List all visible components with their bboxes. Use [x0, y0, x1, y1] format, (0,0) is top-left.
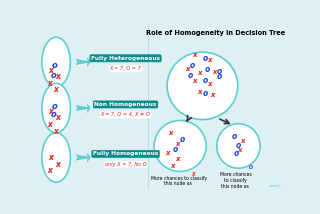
Text: o: o: [188, 71, 193, 80]
Ellipse shape: [217, 124, 260, 168]
Text: o: o: [51, 71, 57, 80]
Text: X = 7, O = 7: X = 7, O = 7: [110, 66, 141, 71]
Text: Fully Homogeneous: Fully Homogeneous: [93, 151, 158, 156]
Text: More chances to classify
this node as: More chances to classify this node as: [151, 176, 207, 186]
Text: x: x: [54, 85, 59, 94]
Text: x: x: [49, 66, 53, 75]
Text: o: o: [233, 149, 238, 158]
Text: x: x: [55, 72, 60, 81]
Text: o: o: [52, 61, 58, 70]
Text: o: o: [52, 102, 58, 111]
Text: X: X: [191, 171, 195, 177]
Text: x: x: [168, 130, 172, 136]
Text: X = 7, O = 4, X ≠ O: X = 7, O = 4, X ≠ O: [101, 113, 150, 117]
Text: x: x: [185, 65, 190, 71]
Text: x: x: [210, 92, 215, 98]
Ellipse shape: [42, 83, 70, 133]
Text: Role of Homogeneity in Decision Tree: Role of Homogeneity in Decision Tree: [147, 30, 286, 36]
Text: x: x: [171, 163, 175, 169]
Text: x: x: [237, 147, 242, 153]
Text: x: x: [208, 57, 212, 63]
Text: only X = 7, No O: only X = 7, No O: [105, 162, 146, 167]
Text: x: x: [212, 69, 217, 75]
Text: o: o: [202, 89, 208, 98]
Text: x: x: [49, 107, 53, 116]
Text: x: x: [175, 156, 180, 162]
Text: o: o: [190, 61, 195, 70]
Text: o: o: [236, 141, 241, 150]
Text: o: o: [202, 76, 208, 85]
Ellipse shape: [167, 52, 238, 120]
Text: x: x: [165, 150, 170, 156]
Text: x: x: [47, 166, 52, 175]
Ellipse shape: [154, 120, 206, 171]
Text: x: x: [193, 78, 197, 84]
Text: o: o: [202, 54, 208, 63]
Text: o: o: [205, 65, 210, 74]
Text: www.J...: www.J...: [269, 184, 284, 189]
Ellipse shape: [42, 133, 70, 182]
Text: o: o: [180, 135, 185, 144]
Text: o: o: [51, 110, 57, 119]
Text: x: x: [55, 160, 60, 169]
Text: x: x: [240, 138, 244, 144]
Text: x: x: [198, 89, 202, 95]
Text: x: x: [208, 81, 212, 87]
Text: Fully Heterogeneous: Fully Heterogeneous: [91, 56, 160, 61]
Text: x: x: [54, 127, 59, 136]
Text: x: x: [47, 120, 52, 129]
Text: Non Homogeneous: Non Homogeneous: [94, 102, 157, 107]
Text: O: O: [249, 165, 253, 169]
Text: x: x: [198, 70, 202, 76]
Text: o: o: [217, 67, 222, 76]
Text: x: x: [193, 52, 197, 58]
Text: x: x: [47, 79, 52, 88]
Text: x: x: [175, 141, 180, 147]
Text: x: x: [49, 153, 53, 162]
Ellipse shape: [42, 37, 70, 87]
Text: o: o: [232, 132, 237, 141]
Text: x: x: [55, 113, 60, 122]
Text: More chances
to classify
this node as: More chances to classify this node as: [220, 172, 252, 189]
Text: o: o: [172, 145, 178, 154]
Text: o: o: [217, 72, 222, 81]
